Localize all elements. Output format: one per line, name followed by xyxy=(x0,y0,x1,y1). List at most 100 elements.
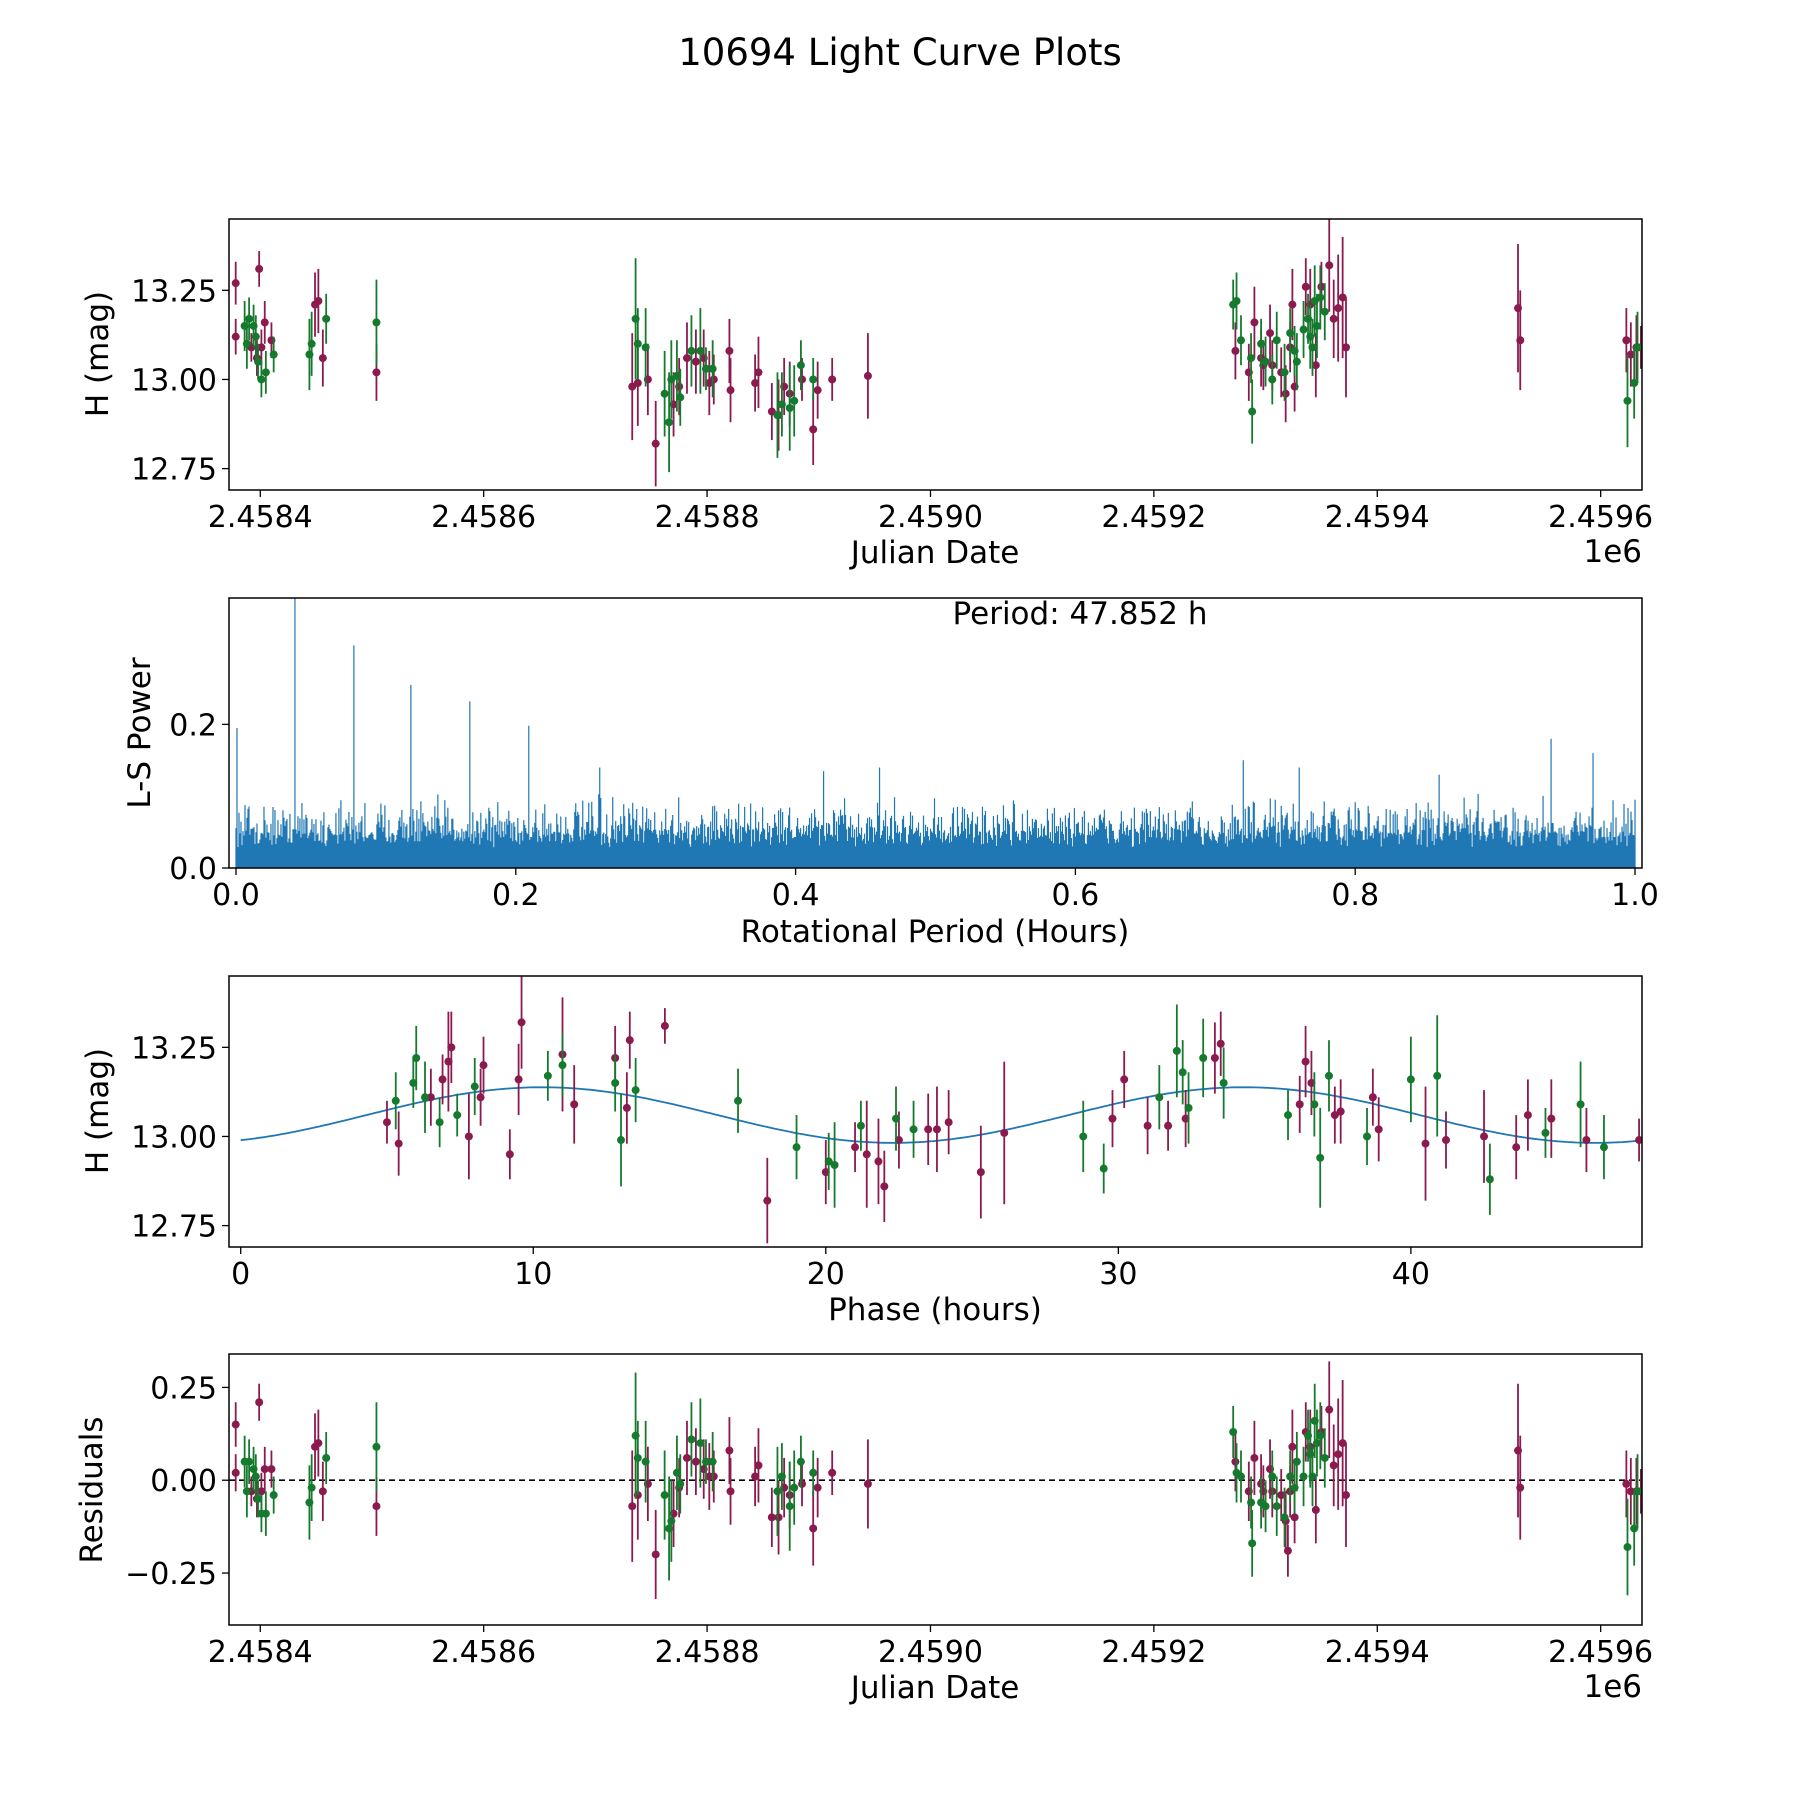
x-tick-label: 2.4592 xyxy=(1101,1635,1206,1670)
data-point xyxy=(944,1118,953,1127)
data-point xyxy=(517,1018,526,1027)
data-point xyxy=(1308,343,1317,352)
x-tick-label: 2.4592 xyxy=(1101,500,1206,535)
data-point xyxy=(470,1082,479,1091)
data-point xyxy=(438,1075,447,1084)
data-point xyxy=(1622,336,1631,345)
data-point xyxy=(708,1457,717,1466)
data-point xyxy=(318,1487,327,1496)
data-point xyxy=(245,314,254,323)
data-point xyxy=(1633,1487,1642,1496)
data-point xyxy=(1272,1502,1281,1511)
data-point xyxy=(691,357,700,366)
data-point xyxy=(1292,357,1301,366)
period-annotation: Period: 47.852 h xyxy=(953,596,1208,632)
data-point xyxy=(1329,314,1338,323)
x-tick-label: 10 xyxy=(514,1257,552,1292)
data-point xyxy=(1266,329,1275,338)
data-point xyxy=(751,379,760,388)
data-point xyxy=(464,1132,473,1141)
data-point xyxy=(1120,1075,1129,1084)
data-point xyxy=(792,1143,801,1152)
lightcurve-offset-label: 1e6 xyxy=(1583,534,1642,570)
data-point xyxy=(1232,297,1241,306)
residuals-ticks: 2.4584 2.4586 2.4588 2.4590 2.4592 2.4594 2.45… xyxy=(125,1371,1653,1670)
data-point xyxy=(1284,1111,1293,1120)
data-point xyxy=(1541,1128,1550,1137)
data-point xyxy=(1582,1136,1591,1145)
x-tick-label: 2.4596 xyxy=(1548,1635,1653,1670)
data-point xyxy=(856,1121,865,1130)
phased-xlabel: Phase (hours) xyxy=(828,1292,1042,1328)
data-point xyxy=(932,1125,941,1134)
data-point xyxy=(1099,1164,1108,1173)
x-tick-label: 2.4586 xyxy=(431,1635,536,1670)
data-point xyxy=(1288,300,1297,309)
data-point xyxy=(809,425,818,434)
y-tick-label: −0.25 xyxy=(125,1557,217,1592)
data-point xyxy=(1630,1524,1639,1533)
data-point xyxy=(1622,1479,1631,1488)
data-point xyxy=(1320,1453,1329,1462)
data-point xyxy=(251,332,260,341)
data-point xyxy=(1485,1175,1494,1184)
data-point xyxy=(641,343,650,352)
data-point xyxy=(1338,1439,1347,1448)
data-point xyxy=(255,264,264,273)
model-fit-curve xyxy=(240,1086,1637,1144)
data-point xyxy=(231,279,240,288)
data-point xyxy=(1247,1498,1256,1507)
data-point xyxy=(409,1078,418,1087)
y-tick-label: 0.00 xyxy=(150,1464,217,1499)
data-point xyxy=(1329,1461,1338,1470)
data-point xyxy=(1330,1111,1339,1120)
data-point xyxy=(777,1472,786,1481)
data-point xyxy=(828,375,837,384)
periodogram-power-line xyxy=(235,598,1636,868)
data-point xyxy=(751,1472,760,1481)
data-point xyxy=(382,1118,391,1127)
x-tick-label: 0.6 xyxy=(1052,878,1100,913)
data-point xyxy=(254,357,263,366)
data-point xyxy=(796,361,805,370)
data-point xyxy=(641,1457,650,1466)
data-point xyxy=(1250,318,1259,327)
x-tick-label: 2.4586 xyxy=(431,500,536,535)
data-point xyxy=(862,1150,871,1159)
data-point xyxy=(1248,407,1257,416)
x-tick-label: 2.4584 xyxy=(208,500,313,535)
lightcurve-frame xyxy=(228,218,1643,491)
data-point xyxy=(1295,1100,1304,1109)
data-point xyxy=(257,1487,266,1496)
data-point xyxy=(1635,1136,1642,1145)
data-point xyxy=(676,1479,685,1488)
data-point xyxy=(444,1057,453,1066)
data-point xyxy=(1079,1132,1088,1141)
data-point xyxy=(821,1168,830,1177)
data-point xyxy=(1516,1483,1525,1492)
data-point xyxy=(725,346,734,355)
data-point xyxy=(828,1468,837,1477)
series-magenta xyxy=(231,219,1642,487)
data-point xyxy=(625,1036,634,1045)
y-tick-label: 13.00 xyxy=(131,363,217,398)
data-point xyxy=(667,1517,676,1526)
data-point xyxy=(785,1502,794,1511)
data-point xyxy=(476,1093,485,1102)
data-point xyxy=(672,371,681,380)
data-point xyxy=(1281,389,1290,398)
x-tick-label: 2.4594 xyxy=(1325,500,1430,535)
data-point xyxy=(1316,293,1325,302)
residuals-offset-label: 1e6 xyxy=(1583,1669,1642,1705)
data-point xyxy=(1261,1502,1270,1511)
data-point xyxy=(709,1472,718,1481)
x-tick-label: 1.0 xyxy=(1611,878,1659,913)
data-point xyxy=(1301,1057,1310,1066)
data-point xyxy=(880,1182,889,1191)
data-point xyxy=(1547,1114,1556,1123)
data-point xyxy=(412,1054,421,1063)
data-point xyxy=(1316,1431,1325,1440)
data-point xyxy=(1324,1071,1333,1080)
x-tick-label: 0.4 xyxy=(772,878,820,913)
x-tick-label: 0.0 xyxy=(212,878,260,913)
